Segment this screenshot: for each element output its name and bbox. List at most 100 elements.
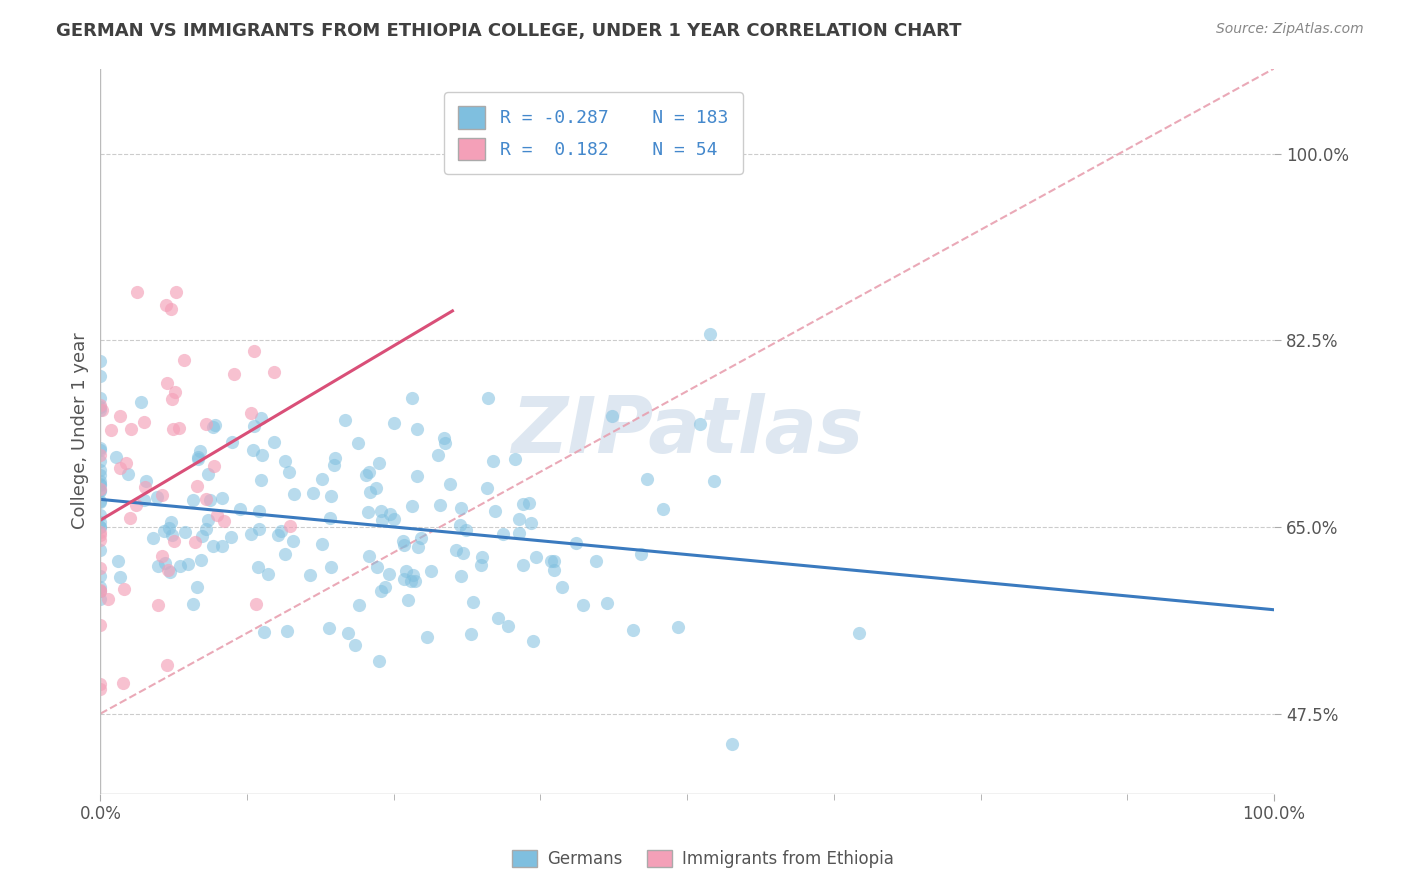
Point (517, 496, 540, 510)
Point (202, 458, 225, 473)
Legend: R = -0.287    N = 183, R =  0.182    N = 54: R = -0.287 N = 183, R = 0.182 N = 54 (444, 92, 742, 174)
Point (201, 420, 224, 434)
Point (165, 384, 187, 399)
Point (152, 524, 174, 538)
Point (392, 572, 415, 586)
Point (89, 495, 111, 509)
Point (89, 442, 111, 457)
Point (177, 558, 200, 572)
Point (319, 489, 342, 503)
Point (600, 409, 623, 424)
Point (163, 534, 186, 549)
Point (349, 598, 371, 612)
Point (451, 546, 474, 560)
Point (89, 482, 111, 496)
Point (242, 443, 264, 458)
Point (160, 528, 183, 542)
Point (89, 474, 111, 488)
Point (135, 474, 157, 488)
Point (118, 511, 141, 525)
Point (173, 353, 195, 368)
Point (108, 461, 131, 475)
Point (107, 554, 129, 568)
Point (159, 301, 181, 316)
Point (221, 434, 243, 449)
Point (89, 468, 111, 483)
Point (156, 563, 179, 577)
Point (108, 409, 131, 423)
Point (370, 504, 392, 518)
Point (134, 480, 156, 494)
Point (278, 465, 301, 479)
Point (89, 449, 111, 463)
Point (132, 415, 155, 429)
Point (104, 450, 127, 464)
Point (250, 411, 273, 425)
Point (484, 504, 506, 518)
Point (127, 285, 149, 299)
Text: ZIPatlas: ZIPatlas (510, 393, 863, 469)
Point (89, 520, 111, 534)
Point (202, 539, 225, 553)
Point (247, 522, 270, 536)
Point (242, 343, 264, 358)
Point (357, 465, 380, 479)
Point (211, 539, 233, 553)
Point (89, 454, 111, 468)
Point (183, 492, 205, 507)
Point (245, 597, 267, 611)
Point (89, 528, 111, 542)
Point (323, 458, 346, 472)
Point (319, 511, 342, 525)
Point (461, 595, 484, 609)
Point (212, 514, 235, 528)
Point (240, 526, 263, 541)
Point (420, 564, 443, 578)
Point (187, 450, 209, 465)
Point (187, 452, 209, 467)
Point (90, 403, 112, 417)
Point (520, 516, 543, 531)
Point (159, 515, 181, 529)
Point (155, 298, 177, 312)
Point (253, 624, 276, 639)
Point (157, 521, 180, 535)
Point (153, 556, 176, 570)
Point (159, 565, 181, 579)
Point (224, 368, 246, 382)
Point (132, 493, 155, 508)
Point (426, 448, 449, 462)
Point (409, 532, 432, 546)
Point (89, 591, 111, 606)
Point (89, 617, 111, 632)
Point (543, 554, 565, 568)
Point (512, 497, 534, 511)
Point (240, 406, 263, 420)
Point (396, 593, 419, 607)
Point (156, 376, 179, 390)
Point (333, 413, 356, 427)
Point (156, 658, 179, 673)
Point (450, 500, 472, 515)
Point (89, 568, 111, 582)
Point (652, 501, 675, 516)
Point (120, 422, 142, 436)
Point (197, 467, 219, 481)
Point (89, 483, 111, 498)
Point (267, 527, 290, 541)
Point (401, 499, 423, 513)
Point (636, 471, 658, 485)
Point (370, 584, 392, 599)
Point (89, 400, 111, 414)
Point (540, 554, 562, 568)
Point (278, 518, 301, 533)
Point (249, 474, 271, 488)
Point (197, 513, 219, 527)
Point (439, 477, 461, 491)
Point (89, 561, 111, 575)
Point (357, 505, 380, 519)
Point (186, 479, 208, 493)
Point (150, 549, 173, 564)
Point (391, 533, 413, 548)
Point (142, 531, 165, 545)
